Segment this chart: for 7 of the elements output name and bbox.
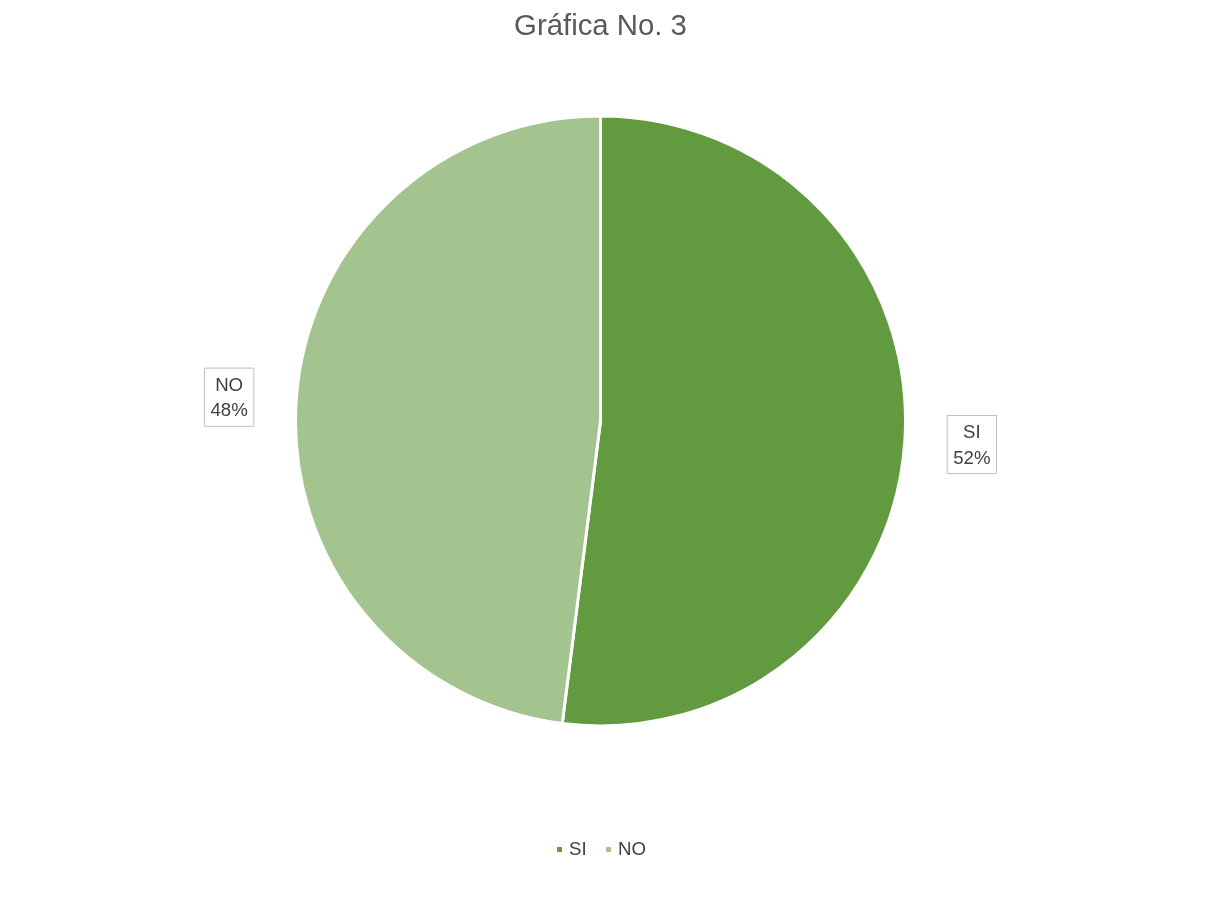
slice-label: SI xyxy=(963,421,981,443)
legend-label: SI xyxy=(569,838,588,860)
legend-label: NO xyxy=(618,838,646,860)
chart-title: Gráfica No. 3 xyxy=(514,7,687,41)
slice-label: NO xyxy=(215,374,244,396)
data-label: 48% xyxy=(210,399,248,421)
data-label: 52% xyxy=(953,446,991,468)
